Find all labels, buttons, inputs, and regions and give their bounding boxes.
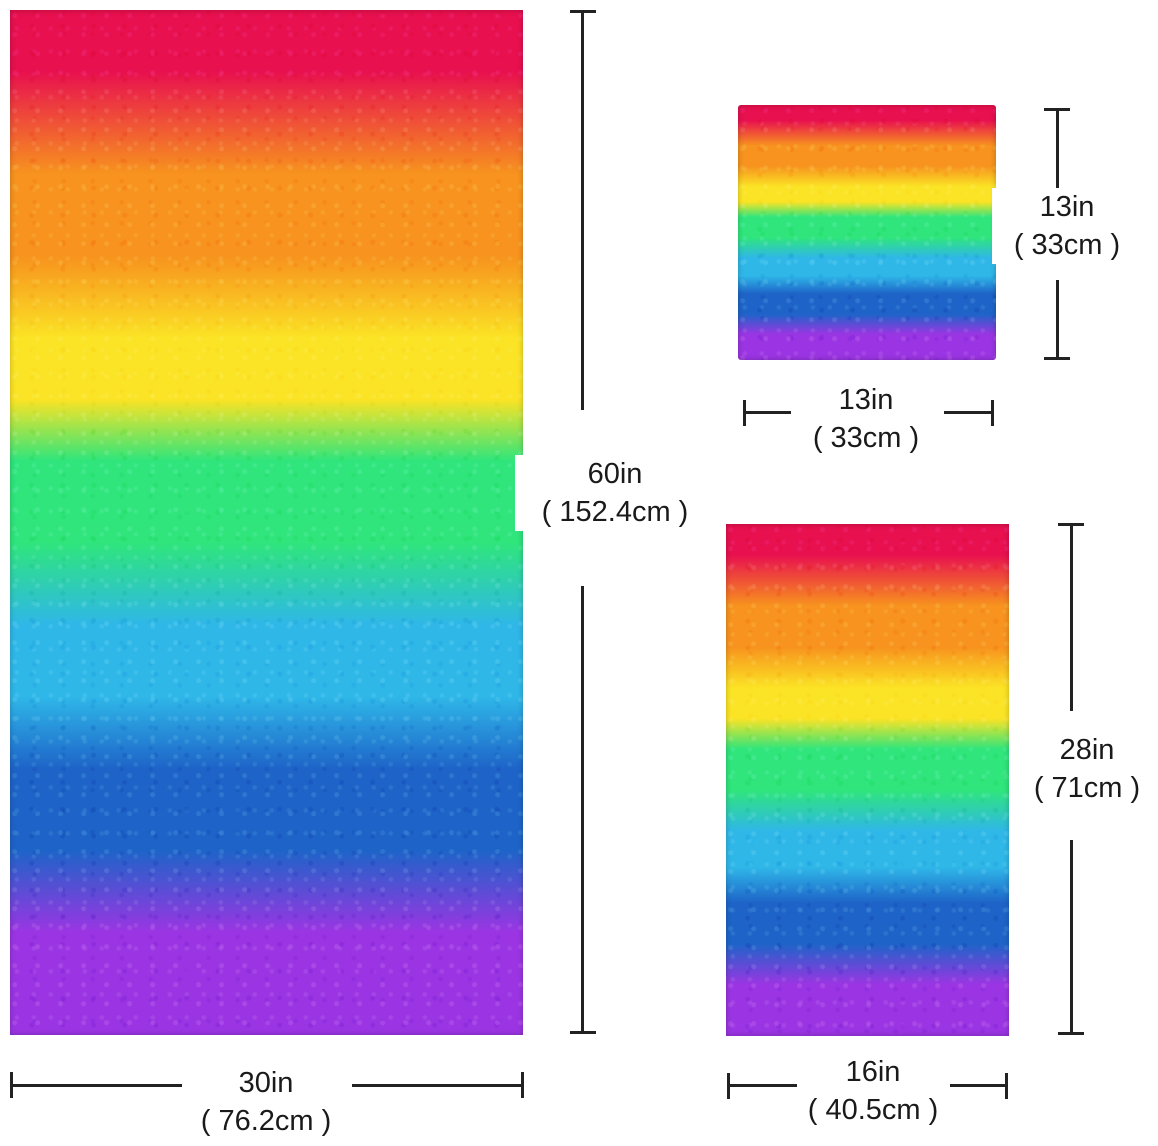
height-inches: 28in (1059, 734, 1115, 766)
width-inches: 16in (845, 1056, 901, 1088)
dimension-cap-bottom (570, 1031, 596, 1034)
height-centimeters: ( 71cm ) (1033, 772, 1141, 804)
height-inches: 13in (1039, 191, 1095, 223)
width-centimeters: ( 33cm ) (812, 422, 920, 454)
width-inches: 13in (838, 384, 894, 416)
dimension-cap-bottom (1044, 357, 1070, 360)
dimension-cap-right (991, 400, 994, 426)
bath-towel-image (10, 10, 523, 1035)
dimension-line-lower (1056, 280, 1059, 360)
width-inches: 30in (238, 1067, 294, 1099)
dimension-cap-bottom (1058, 1032, 1084, 1035)
bath-width-label: 30in ( 76.2cm ) (176, 1064, 356, 1140)
hand-towel-image (726, 524, 1009, 1036)
hand-width-label: 16in ( 40.5cm ) (787, 1053, 959, 1129)
dimension-line-lower (581, 586, 584, 1034)
rainbow-stripes (738, 105, 996, 360)
dimension-line-right (950, 1084, 1008, 1087)
dimension-line-right (352, 1084, 524, 1087)
height-inches: 60in (587, 458, 643, 490)
width-centimeters: ( 40.5cm ) (807, 1094, 939, 1126)
height-centimeters: ( 33cm ) (1013, 229, 1121, 261)
dimension-line-lower (1070, 840, 1073, 1035)
hand-height-label: 28in ( 71cm ) (1016, 731, 1158, 807)
wash-towel-image (738, 105, 996, 360)
wash-height-label: 13in ( 33cm ) (992, 188, 1142, 264)
bath-height-label: 60in ( 152.4cm ) (515, 455, 715, 531)
dimension-line-left (743, 411, 791, 414)
rainbow-stripes (10, 10, 523, 1035)
dimension-line-upper (581, 10, 584, 410)
dimension-line-upper (1070, 523, 1073, 711)
rainbow-stripes (726, 524, 1009, 1036)
dimension-line-upper (1056, 108, 1059, 188)
dimension-cap-right (1005, 1073, 1008, 1099)
wash-width-label: 13in ( 33cm ) (791, 381, 941, 457)
dimension-line-right (944, 411, 994, 414)
dimension-line-left (10, 1084, 182, 1087)
dimension-line-left (727, 1084, 797, 1087)
dimension-cap-right (521, 1072, 524, 1098)
width-centimeters: ( 76.2cm ) (200, 1105, 332, 1137)
height-centimeters: ( 152.4cm ) (541, 496, 689, 528)
